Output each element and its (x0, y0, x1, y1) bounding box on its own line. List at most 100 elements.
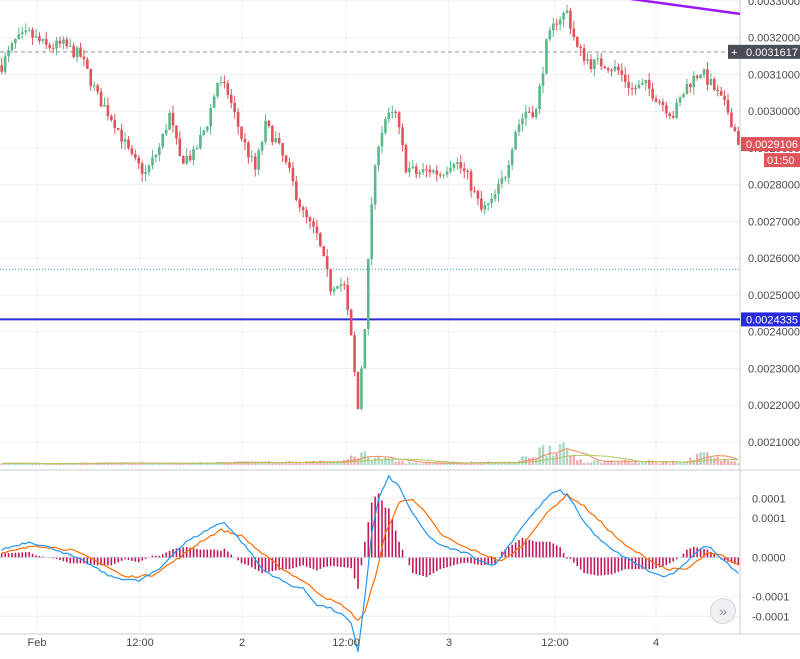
candle-body (356, 372, 360, 409)
volume-bar (260, 463, 264, 465)
candle-body (144, 172, 147, 174)
scroll-to-realtime-button[interactable]: » (710, 598, 736, 624)
candle-body (555, 23, 559, 25)
indicator-tick-label: 0.0001 (752, 494, 786, 506)
trend-line[interactable] (592, 0, 741, 16)
volume-bar (682, 463, 685, 465)
candle-body (514, 131, 517, 150)
candle-body (130, 148, 134, 155)
candle-body (671, 115, 675, 118)
volume-bar (620, 461, 624, 465)
candle-body (240, 126, 243, 139)
price-tick-label: 0.0033000 (748, 0, 800, 8)
volume-bar (579, 459, 582, 465)
candle-body (7, 50, 10, 57)
crosshair-add-button[interactable] (728, 44, 741, 59)
price-tick-label: 0.0028000 (748, 180, 800, 192)
candle-body (390, 112, 394, 114)
volume-bar (586, 462, 589, 465)
volume-bar (254, 462, 257, 465)
volume-bar (531, 457, 534, 465)
volume-bar (370, 460, 373, 465)
candle-body (134, 154, 137, 158)
volume-bar (271, 463, 274, 465)
volume-bar (545, 456, 548, 465)
candle-body (161, 133, 165, 148)
candle-body (442, 174, 445, 176)
volume-bar (110, 463, 113, 465)
volume-bar (719, 460, 723, 465)
candle-body (394, 112, 397, 114)
candle-body (726, 99, 730, 113)
volume-bar (175, 462, 178, 465)
volume-bar (212, 463, 216, 465)
candle-body (456, 162, 459, 164)
candle-body (538, 85, 541, 110)
last-price-label: 0.0029106 (746, 139, 798, 151)
candle-body (250, 156, 254, 158)
candle-body (325, 256, 329, 270)
candle-body (226, 83, 230, 95)
candle-body (168, 112, 171, 130)
volume-bar (226, 462, 230, 465)
volume-bar (247, 463, 250, 465)
volume-bar (452, 463, 456, 465)
candle-body (462, 168, 466, 172)
volume-bar (308, 461, 312, 465)
price-axis: 0.0033000 0.0032000 0.0031000 0.0030000 0.00… (748, 0, 800, 449)
candle-body (647, 80, 651, 89)
candle-body (524, 111, 528, 119)
volume-bar (421, 463, 425, 465)
volume-bar (572, 455, 576, 465)
candle-body (202, 130, 206, 135)
candle-body (336, 286, 339, 289)
volume-bar (336, 461, 339, 465)
volume-bar (432, 463, 435, 465)
volume-bar (113, 462, 116, 465)
candle-body (397, 112, 401, 128)
candle-body (476, 191, 480, 199)
candles (0, 4, 740, 411)
candle-body (103, 105, 106, 107)
candle-body (623, 74, 627, 82)
volume-bar (363, 451, 367, 465)
volume-bar (394, 461, 397, 465)
candle-body (695, 75, 699, 78)
candle-body (521, 118, 524, 125)
candle-body (195, 148, 199, 150)
macd-signal-line (1, 492, 739, 622)
candle-body (3, 56, 7, 72)
candle-body (548, 30, 552, 40)
volume-bar (692, 459, 695, 465)
candle-body (110, 115, 113, 121)
volume-bar (654, 462, 658, 465)
candle-body (72, 45, 75, 58)
candle-body (459, 162, 463, 169)
volume-bar (641, 461, 644, 465)
candle-body (599, 58, 603, 67)
volume-bar (637, 462, 641, 465)
volume-bar (555, 453, 558, 465)
volume-bar (548, 445, 552, 465)
countdown-badge (764, 153, 800, 168)
time-tick-label: 2 (239, 637, 245, 649)
volume-bar (17, 463, 21, 465)
volume-bar (504, 462, 507, 465)
candle-body (517, 124, 521, 132)
volume-bar (62, 463, 65, 465)
volume-ma-line (1, 454, 739, 465)
candle-body (531, 112, 535, 118)
volume-bar (86, 463, 89, 465)
candle-body (490, 198, 493, 204)
volume-bar (137, 463, 140, 465)
time-tick-label: 3 (446, 637, 452, 649)
candle-body (267, 120, 271, 126)
volume-bar (24, 463, 27, 465)
candle-body (411, 166, 415, 168)
candle-body (716, 89, 720, 91)
candle-body (308, 217, 312, 222)
candle-body (158, 147, 161, 156)
candle-body (414, 166, 418, 175)
